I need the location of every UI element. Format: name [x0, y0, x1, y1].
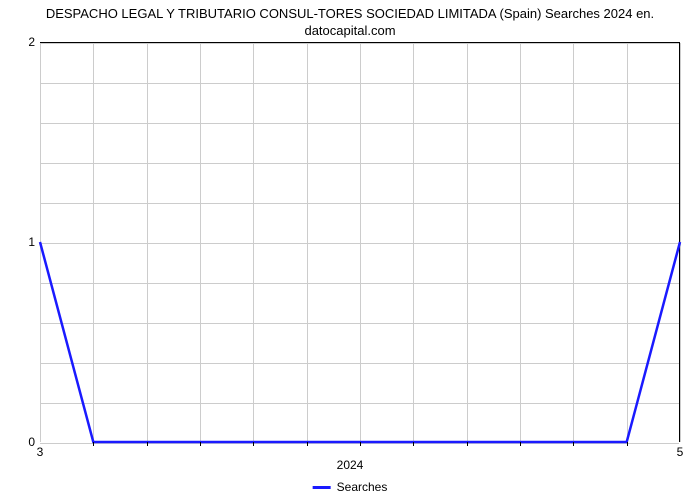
chart-container: DESPACHO LEGAL Y TRIBUTARIO CONSUL-TORES… [0, 0, 700, 500]
x-tick-minor [573, 442, 574, 446]
legend-swatch [313, 486, 331, 489]
x-tick-minor [360, 442, 361, 446]
x-tick-label: 3 [37, 445, 44, 459]
legend: Searches [313, 480, 388, 494]
x-tick-minor [200, 442, 201, 446]
x-tick-minor [520, 442, 521, 446]
x-tick-minor [307, 442, 308, 446]
legend-label: Searches [337, 480, 388, 494]
y-tick-label: 1 [28, 235, 35, 249]
x-tick-label: 5 [677, 445, 684, 459]
chart-title: DESPACHO LEGAL Y TRIBUTARIO CONSUL-TORES… [0, 6, 700, 40]
x-tick-minor [253, 442, 254, 446]
x-tick-minor [627, 442, 628, 446]
x-tick-minor [147, 442, 148, 446]
y-tick-label: 0 [28, 435, 35, 449]
x-tick-minor [413, 442, 414, 446]
series-line [40, 242, 680, 442]
x-tick-minor [467, 442, 468, 446]
x-axis-center-label: 2024 [337, 458, 364, 472]
chart-title-line1: DESPACHO LEGAL Y TRIBUTARIO CONSUL-TORES… [46, 6, 654, 21]
series-line-layer [40, 42, 680, 442]
x-tick-minor [93, 442, 94, 446]
chart-title-line2: datocapital.com [304, 23, 395, 38]
y-tick-label: 2 [28, 35, 35, 49]
